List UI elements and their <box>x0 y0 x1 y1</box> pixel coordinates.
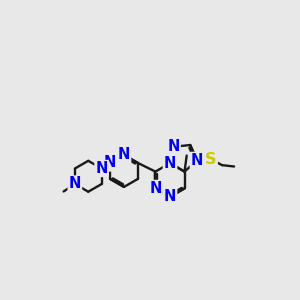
Text: N: N <box>167 139 180 154</box>
Text: S: S <box>205 152 217 167</box>
Text: N: N <box>191 153 203 168</box>
Text: N: N <box>118 147 130 162</box>
Text: N: N <box>164 189 176 204</box>
Text: N: N <box>69 176 81 191</box>
Text: N: N <box>149 181 162 196</box>
Text: N: N <box>164 156 176 171</box>
Text: N: N <box>95 161 108 176</box>
Text: N: N <box>104 155 116 170</box>
